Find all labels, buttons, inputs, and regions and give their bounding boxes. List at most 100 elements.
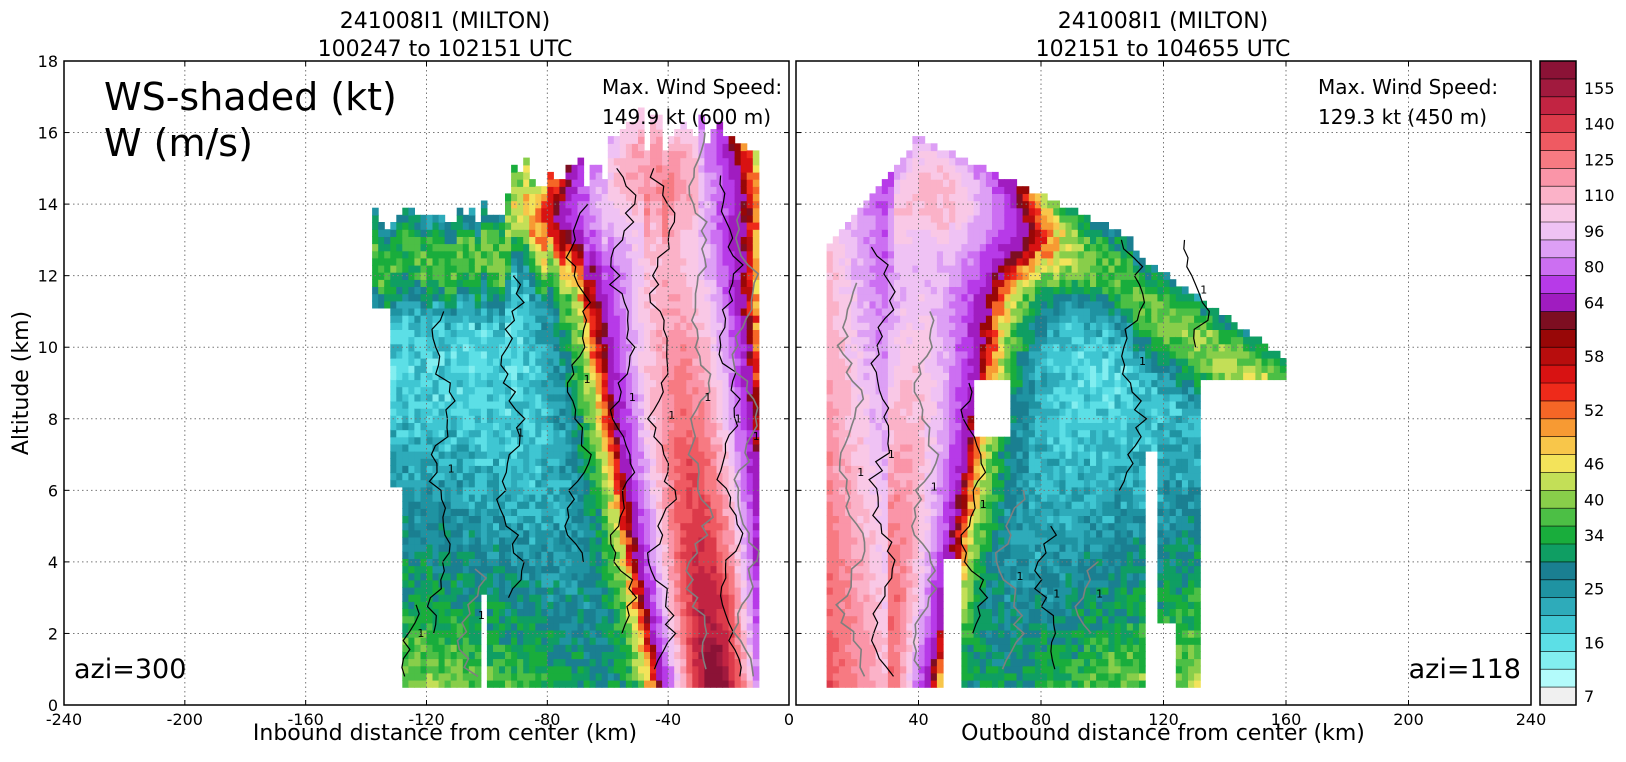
wind-speed-cell [589,436,597,445]
wind-speed-cell [505,343,512,352]
wind-speed-cell [408,286,415,295]
wind-speed-cell [444,594,452,602]
wind-speed-cell [480,200,488,209]
wind-speed-cell [692,651,699,660]
wind-speed-cell [722,179,730,187]
wind-speed-cell [838,536,846,545]
wind-speed-cell [638,565,645,574]
wind-speed-cell [746,150,754,159]
wind-speed-cell [523,586,530,595]
wind-speed-cell [426,429,434,438]
wind-speed-cell [589,601,597,609]
wind-speed-cell [746,451,754,459]
wind-speed-cell [420,501,428,509]
wind-speed-cell [857,586,864,595]
wind-speed-cell [716,658,724,667]
wind-speed-cell [462,229,470,237]
wind-speed-cell [826,293,834,302]
y-tick-label: 4 [48,553,58,572]
wind-speed-cell [589,307,597,316]
wind-speed-cell [674,243,681,252]
wind-speed-cell [438,329,446,338]
wind-speed-cell [674,680,681,688]
wind-speed-cell [668,501,675,509]
wind-speed-cell [493,472,500,481]
wind-speed-cell [869,536,877,545]
wind-speed-cell [511,207,518,216]
wind-speed-cell [638,322,645,330]
wind-speed-cell [565,358,573,366]
wind-speed-cell [631,264,639,273]
wind-speed-cell [631,386,639,395]
wind-speed-cell [826,458,834,466]
wind-speed-cell [746,544,754,552]
wind-speed-cell [613,143,621,152]
wind-speed-cell [746,171,754,180]
wind-speed-cell [851,214,858,223]
wind-speed-cell [722,193,730,202]
wind-speed-cell [857,551,864,559]
wind-speed-cell [511,365,518,373]
wind-speed-cell [474,551,482,559]
wind-speed-cell [553,665,560,674]
wind-speed-cell [583,665,591,674]
wind-speed-cell [728,536,736,545]
wind-speed-cell [752,493,760,502]
wind-speed-cell [456,300,464,309]
wind-speed-cell [668,193,675,202]
wind-speed-cell [505,243,512,252]
wind-speed-cell [547,644,554,652]
wind-speed-cell [851,558,858,567]
wind-speed-cell [631,644,639,652]
wind-speed-cell [619,544,627,552]
wind-speed-cell [716,286,724,295]
wind-speed-cell [438,408,446,416]
wind-speed-cell [613,179,621,187]
wind-speed-cell [746,322,754,330]
wind-speed-cell [559,672,566,681]
wind-speed-cell [650,594,657,602]
wind-speed-cell [529,529,536,538]
wind-speed-cell [650,121,657,130]
wind-speed-cell [722,458,730,466]
wind-speed-cell [553,579,560,588]
wind-speed-cell [662,501,669,509]
wind-speed-cell [601,672,609,681]
wind-speed-cell [728,408,736,416]
wind-speed-cell [505,486,512,495]
wind-speed-cell [444,336,452,345]
wind-speed-cell [698,400,705,409]
wind-speed-cell [535,315,542,323]
wind-speed-cell [553,243,560,252]
wind-speed-cell [601,350,609,359]
wind-speed-cell [523,186,530,194]
wind-speed-cell [869,615,877,624]
wind-speed-cell [716,365,724,373]
wind-speed-cell [734,479,742,488]
wind-speed-cell [583,229,591,237]
wind-speed-cell [668,665,675,674]
wind-speed-cell [505,429,512,438]
wind-speed-cell [668,601,675,609]
wind-speed-cell [613,558,621,567]
wind-speed-cell [625,307,633,316]
wind-speed-cell [438,315,446,323]
wind-speed-cell [547,243,554,252]
wind-speed-cell [523,644,530,652]
wind-speed-cell [838,451,846,459]
wind-speed-cell [565,322,573,330]
wind-speed-cell [644,586,651,595]
wind-speed-cell [499,544,506,552]
wind-speed-cell [541,493,548,502]
wind-speed-cell [838,386,846,395]
wind-speed-cell [426,565,434,574]
wind-speed-cell [583,350,591,359]
wind-speed-cell [577,551,585,559]
wind-speed-cell [686,622,693,631]
wind-speed-cell [686,501,693,509]
wind-speed-cell [420,214,428,223]
wind-speed-cell [740,565,748,574]
wind-speed-cell [390,329,397,338]
wind-speed-cell [426,350,434,359]
wind-speed-cell [656,293,663,302]
